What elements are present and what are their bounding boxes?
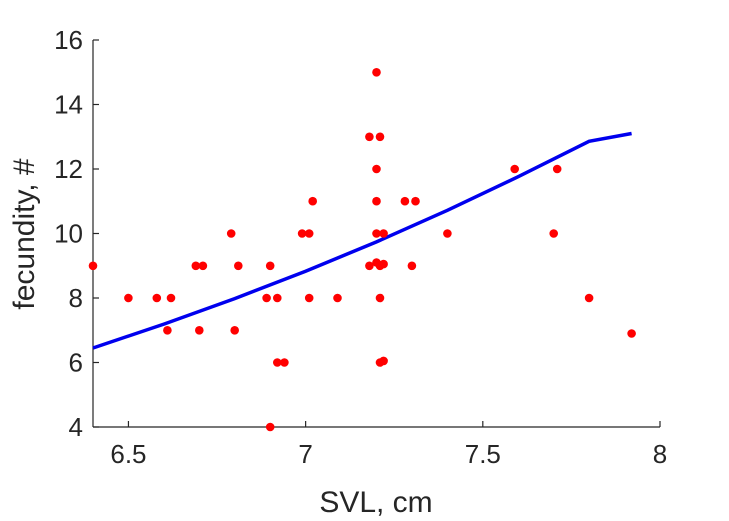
y-axis-title: fecundity, #: [8, 158, 41, 310]
y-tick-label: 8: [69, 283, 83, 313]
y-tick-label: 16: [54, 25, 83, 55]
data-point: [379, 356, 388, 366]
x-tick-label: 7: [298, 439, 312, 469]
data-point: [166, 293, 176, 303]
x-axis-title: SVL, cm: [319, 486, 432, 519]
data-point: [375, 132, 385, 142]
y-tick-label: 12: [54, 154, 83, 184]
data-point: [265, 261, 275, 271]
data-point: [411, 196, 420, 206]
data-point: [365, 261, 374, 271]
data-point: [273, 358, 282, 367]
data-point: [372, 229, 381, 238]
y-tick-label: 10: [54, 219, 83, 249]
data-point: [280, 358, 289, 367]
data-point: [198, 261, 208, 271]
data-point: [265, 422, 275, 432]
data-point: [372, 164, 381, 174]
data-point: [510, 164, 519, 174]
y-tick-label: 4: [69, 412, 83, 442]
data-point: [372, 68, 381, 77]
data-point: [304, 229, 314, 238]
data-point: [379, 229, 388, 238]
data-point: [552, 164, 562, 174]
data-point: [379, 259, 388, 269]
data-point: [230, 326, 239, 335]
data-point: [372, 196, 381, 206]
data-point: [304, 293, 314, 303]
data-point: [195, 326, 204, 335]
data-point: [88, 261, 98, 271]
data-point: [584, 293, 594, 303]
data-point: [234, 261, 243, 271]
x-tick-label: 7.5: [465, 439, 501, 469]
data-point: [365, 132, 374, 142]
data-point: [627, 329, 636, 338]
data-point: [333, 293, 342, 303]
data-point: [226, 229, 236, 238]
data-point: [400, 196, 410, 206]
data-point: [375, 293, 385, 303]
data-point: [443, 229, 452, 238]
data-point: [549, 229, 558, 238]
data-point: [273, 293, 282, 303]
data-point: [308, 196, 318, 206]
data-point: [124, 293, 133, 303]
x-tick-label: 8: [653, 439, 667, 469]
data-point: [191, 261, 201, 271]
y-tick-label: 6: [69, 348, 83, 378]
data-point: [262, 293, 271, 303]
axes: 6.5 7 7.5 8 4 6 8 10 12 14 16: [54, 25, 667, 469]
data-point: [407, 261, 417, 271]
y-tick-label: 14: [54, 90, 83, 120]
data-point: [297, 229, 307, 238]
data-point: [152, 293, 162, 303]
fit-line: [92, 131, 632, 350]
data-point: [163, 326, 172, 335]
x-tick-label: 6.5: [110, 439, 146, 469]
plot-area: [88, 68, 636, 432]
